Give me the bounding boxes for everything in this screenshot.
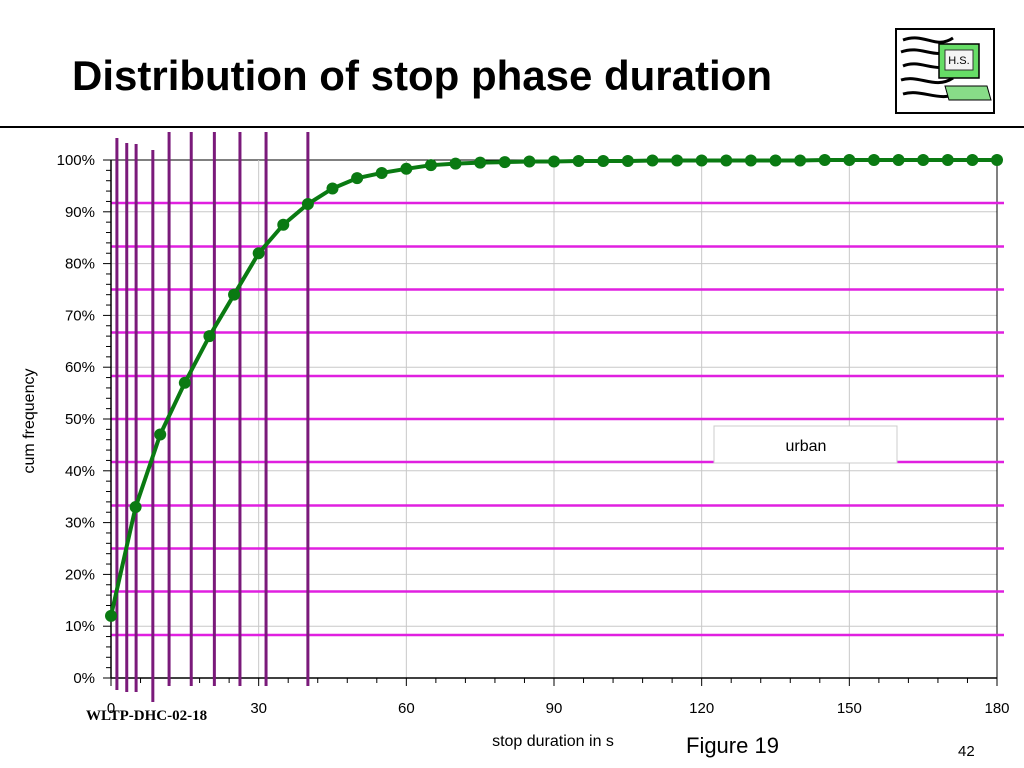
y-tick-label: 40% xyxy=(65,463,95,480)
tick-label-layer: 0% 10% 20% 30% 40% 50% 60% 70% 80% 90% 100% 0 30 60 90… xyxy=(57,152,1010,717)
data-point xyxy=(474,156,487,169)
data-point xyxy=(228,288,241,301)
horizontal-marker-layer xyxy=(111,201,1004,637)
data-point xyxy=(375,166,388,179)
y-tick-label: 90% xyxy=(65,204,95,221)
data-point xyxy=(744,154,757,167)
figure-label: Figure 19 xyxy=(686,733,779,758)
data-point xyxy=(326,182,339,195)
data-point xyxy=(129,501,142,514)
document-id: WLTP-DHC-02-18 xyxy=(86,708,208,724)
page-number: 42 xyxy=(958,743,975,760)
y-tick-label: 80% xyxy=(65,256,95,273)
y-tick-label: 10% xyxy=(65,618,95,635)
y-axis-label: cum frequency xyxy=(21,369,38,474)
data-point xyxy=(178,376,191,389)
data-point xyxy=(449,157,462,170)
data-point xyxy=(671,154,684,167)
data-point xyxy=(523,155,536,168)
data-point xyxy=(572,155,585,168)
x-tick-label: 180 xyxy=(984,700,1009,717)
legend-box xyxy=(713,425,898,464)
data-point xyxy=(941,154,954,166)
data-point xyxy=(991,154,1003,166)
x-tick-label: 150 xyxy=(837,700,862,717)
y-tick-label: 60% xyxy=(65,359,95,376)
y-tick-label: 100% xyxy=(57,152,95,169)
slide-title: Distribution of stop phase duration xyxy=(72,52,772,99)
data-point xyxy=(966,154,979,166)
data-point xyxy=(154,428,167,441)
data-point xyxy=(597,155,610,168)
data-point xyxy=(794,154,807,167)
y-tick-label: 0% xyxy=(73,670,95,687)
x-tick-label: 120 xyxy=(689,700,714,717)
vertical-marker-layer xyxy=(115,132,310,702)
data-point xyxy=(301,198,314,211)
x-axis-label: stop duration in s xyxy=(492,733,614,750)
data-point xyxy=(867,154,880,166)
y-tick-label: 70% xyxy=(65,307,95,324)
x-tick-label: 60 xyxy=(398,700,415,717)
data-point xyxy=(277,218,290,231)
data-point xyxy=(818,154,831,166)
series-layer xyxy=(105,154,1003,622)
legend: urban xyxy=(713,425,898,464)
x-tick-label: 90 xyxy=(546,700,563,717)
data-point xyxy=(646,154,659,167)
logo-text: H.S. xyxy=(948,55,969,67)
title-divider xyxy=(0,126,1024,128)
x-tick-label: 30 xyxy=(250,700,267,717)
hs-logo: H.S. xyxy=(895,28,995,114)
y-tick-label: 50% xyxy=(65,411,95,428)
data-point xyxy=(252,247,265,260)
data-point xyxy=(695,154,708,167)
data-point xyxy=(400,162,413,175)
y-tick-label: 20% xyxy=(65,566,95,583)
data-point xyxy=(203,330,216,343)
data-point xyxy=(917,154,930,166)
data-point xyxy=(720,154,733,167)
axis-layer xyxy=(103,159,998,686)
data-point xyxy=(548,155,560,168)
x-tick-label: 0 xyxy=(107,700,115,717)
data-point xyxy=(769,154,782,167)
data-point xyxy=(621,155,634,168)
data-point xyxy=(424,159,437,172)
data-point xyxy=(843,154,856,166)
data-point xyxy=(105,609,117,622)
data-point xyxy=(351,172,364,185)
data-point xyxy=(892,154,905,166)
data-point xyxy=(498,156,511,169)
legend-label: urban xyxy=(786,438,827,455)
y-tick-label: 30% xyxy=(65,515,95,532)
